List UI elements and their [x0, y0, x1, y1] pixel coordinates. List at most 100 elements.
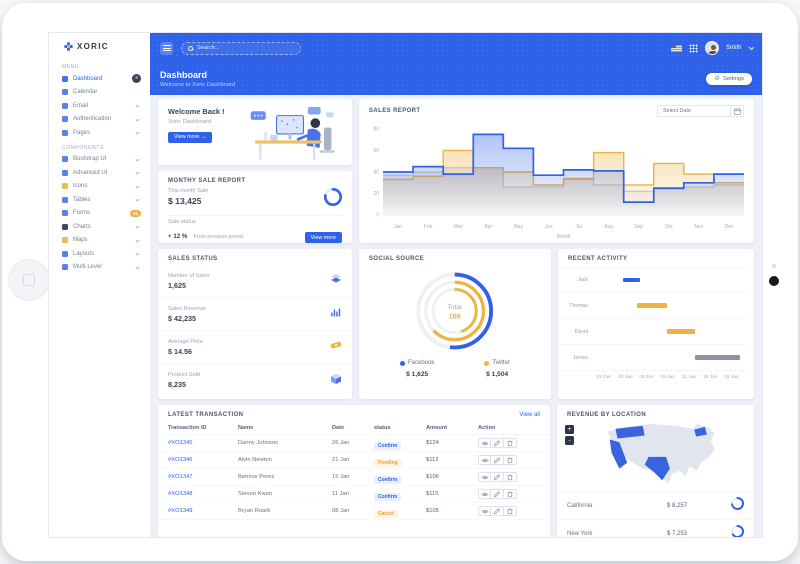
delete-icon	[507, 439, 513, 446]
forms-icon	[62, 210, 68, 217]
table-row[interactable]: #XO1349 Bryan Roark 08 Jan Cancel $105	[158, 503, 550, 520]
edit-button[interactable]	[491, 438, 504, 448]
sidebar-item-label: Tables	[73, 196, 91, 203]
sidebar-section-menu: MENU	[62, 64, 80, 70]
zoom-out-button[interactable]: -	[565, 436, 574, 445]
progress-donut	[324, 188, 342, 211]
state-montana[interactable]	[615, 425, 646, 439]
welcome-card: Welcome Back ! Xoric Dashboard View more…	[158, 99, 352, 165]
sidebar-item-multi-level[interactable]: Multi Level	[49, 261, 150, 275]
edit-button[interactable]	[491, 489, 504, 499]
transaction-id-link[interactable]: #XO1347	[168, 474, 193, 480]
transaction-id-link[interactable]: #XO1348	[168, 491, 193, 497]
transaction-amount: $112	[426, 457, 439, 463]
charts-icon	[62, 223, 68, 230]
sidebar-item-calendar[interactable]: Calendar	[49, 86, 150, 100]
page-header: Dashboard Welcome to Xoric Dashboard ⚙ S…	[150, 63, 762, 95]
chevron-down-icon[interactable]	[748, 44, 754, 50]
sales-report-chart: 0 20 40 60 80 Jan Feb Mar Apr May Jun Jul Aug Sep Oct N…	[363, 121, 750, 241]
sidebar-item-tables[interactable]: Tables	[49, 193, 150, 207]
sidebar-item-bootstrap-ui[interactable]: Bootstrap UI	[49, 153, 150, 167]
latest-transaction-card: LATEST TRANSACTION View all Transaction …	[158, 405, 550, 537]
edit-button[interactable]	[491, 472, 504, 482]
eye-button[interactable]	[478, 506, 491, 516]
search-input[interactable]	[197, 45, 294, 51]
avatar[interactable]	[705, 41, 720, 55]
sidebar-item-authentication[interactable]: Authentication	[49, 113, 150, 127]
state-california[interactable]	[610, 439, 628, 469]
svg-text:Aug: Aug	[604, 224, 613, 230]
zoom-in-button[interactable]: +	[565, 425, 574, 434]
eye-button[interactable]	[478, 472, 491, 482]
stat-label: Product Sold	[168, 372, 201, 378]
table-row[interactable]: #XO1346 Alvin Newton 21 Jan Pending $112	[158, 452, 550, 469]
edit-button[interactable]	[491, 455, 504, 465]
language-flag-icon[interactable]	[671, 44, 683, 52]
eye-button[interactable]	[478, 489, 491, 499]
transaction-id-link[interactable]: #XO1346	[168, 457, 193, 463]
bar-chart-icon	[330, 305, 342, 323]
stat-label: Sales Revenue	[168, 305, 206, 312]
chevron-down-icon	[135, 265, 140, 270]
date-picker[interactable]	[657, 105, 744, 117]
delete-button[interactable]	[504, 472, 517, 482]
stat-item: Sales Revenue $ 42,235	[158, 298, 352, 331]
hamburger-menu-icon[interactable]	[160, 41, 173, 55]
timeline-label: Jack	[577, 277, 588, 283]
transaction-id-link[interactable]: #XO1345	[168, 440, 193, 446]
state-new-york[interactable]	[694, 426, 708, 437]
sidebar-item-icons[interactable]: Icons	[49, 180, 150, 194]
calendar-icon[interactable]	[730, 106, 743, 116]
sidebar-item-layouts[interactable]: Layouts	[49, 247, 150, 261]
search-icon	[188, 45, 194, 51]
table-row[interactable]: #XO1347 Bernive Perez 15 Jan Confirm $106	[158, 469, 550, 486]
eye-icon	[480, 458, 489, 462]
location-label: New York	[567, 530, 593, 537]
brand-logo[interactable]: XORIC	[49, 33, 150, 59]
sidebar-item-advanced-ui[interactable]: Advanced UI	[49, 166, 150, 180]
table-row[interactable]: #XO1348 Steven Kwon 11 Jan Confirm $115	[158, 486, 550, 503]
multi-level-icon	[62, 264, 68, 271]
transaction-date: 11 Jan	[332, 491, 349, 497]
sidebar-item-label: Icons	[73, 183, 88, 190]
navbar-actions: Smith	[671, 41, 754, 55]
chevron-down-icon	[135, 184, 140, 189]
view-all-link[interactable]: View all	[519, 412, 540, 418]
delete-button[interactable]	[504, 455, 517, 465]
edit-button[interactable]	[491, 506, 504, 516]
eye-button[interactable]	[478, 455, 491, 465]
change-note: From previous period	[193, 234, 243, 240]
revenue-by-location-card: REVENUE BY LOCATION + -	[557, 405, 754, 537]
search-box[interactable]	[181, 41, 301, 55]
delete-button[interactable]	[504, 438, 517, 448]
usa-map-svg[interactable]	[600, 420, 726, 488]
sidebar-item-dashboard[interactable]: Dashboard 3	[49, 72, 150, 86]
home-button[interactable]	[8, 259, 50, 301]
state-texas[interactable]	[645, 456, 671, 481]
view-more-button[interactable]: View more →	[168, 131, 213, 143]
sidebar-item-maps[interactable]: Maps	[49, 234, 150, 248]
table-row[interactable]: #XO1345 Danny Johnson 26 Jan Confirm $124	[158, 435, 550, 452]
delete-button[interactable]	[504, 506, 517, 516]
delete-button[interactable]	[504, 489, 517, 499]
usa-map[interactable]	[581, 420, 746, 488]
settings-button[interactable]: ⚙ Settings	[706, 72, 752, 86]
sidebar-item-email[interactable]: Email	[49, 99, 150, 113]
svg-text:Dec: Dec	[725, 224, 734, 230]
axis-tick-label: 09 Jan	[660, 375, 675, 380]
svg-text:80: 80	[373, 127, 379, 133]
location-value: $ 7,253	[667, 530, 688, 537]
eye-button[interactable]	[478, 438, 491, 448]
stat-value: 8,235	[168, 380, 186, 389]
sidebar-item-pages[interactable]: Pages	[49, 126, 150, 140]
sidebar-item-label: Bootstrap UI	[73, 156, 107, 163]
card-title: LATEST TRANSACTION	[168, 412, 244, 418]
date-input[interactable]	[658, 106, 730, 116]
sidebar-item-charts[interactable]: Charts	[49, 220, 150, 234]
view-more-button[interactable]: View more	[304, 232, 342, 243]
user-name[interactable]: Smith	[726, 45, 742, 51]
apps-grid-icon[interactable]	[689, 43, 699, 53]
sidebar-item-forms[interactable]: Forms 01	[49, 207, 150, 221]
chart-legend: Facebook $ 1,625 Twitter $ 1,504	[359, 360, 551, 378]
transaction-id-link[interactable]: #XO1349	[168, 508, 193, 514]
